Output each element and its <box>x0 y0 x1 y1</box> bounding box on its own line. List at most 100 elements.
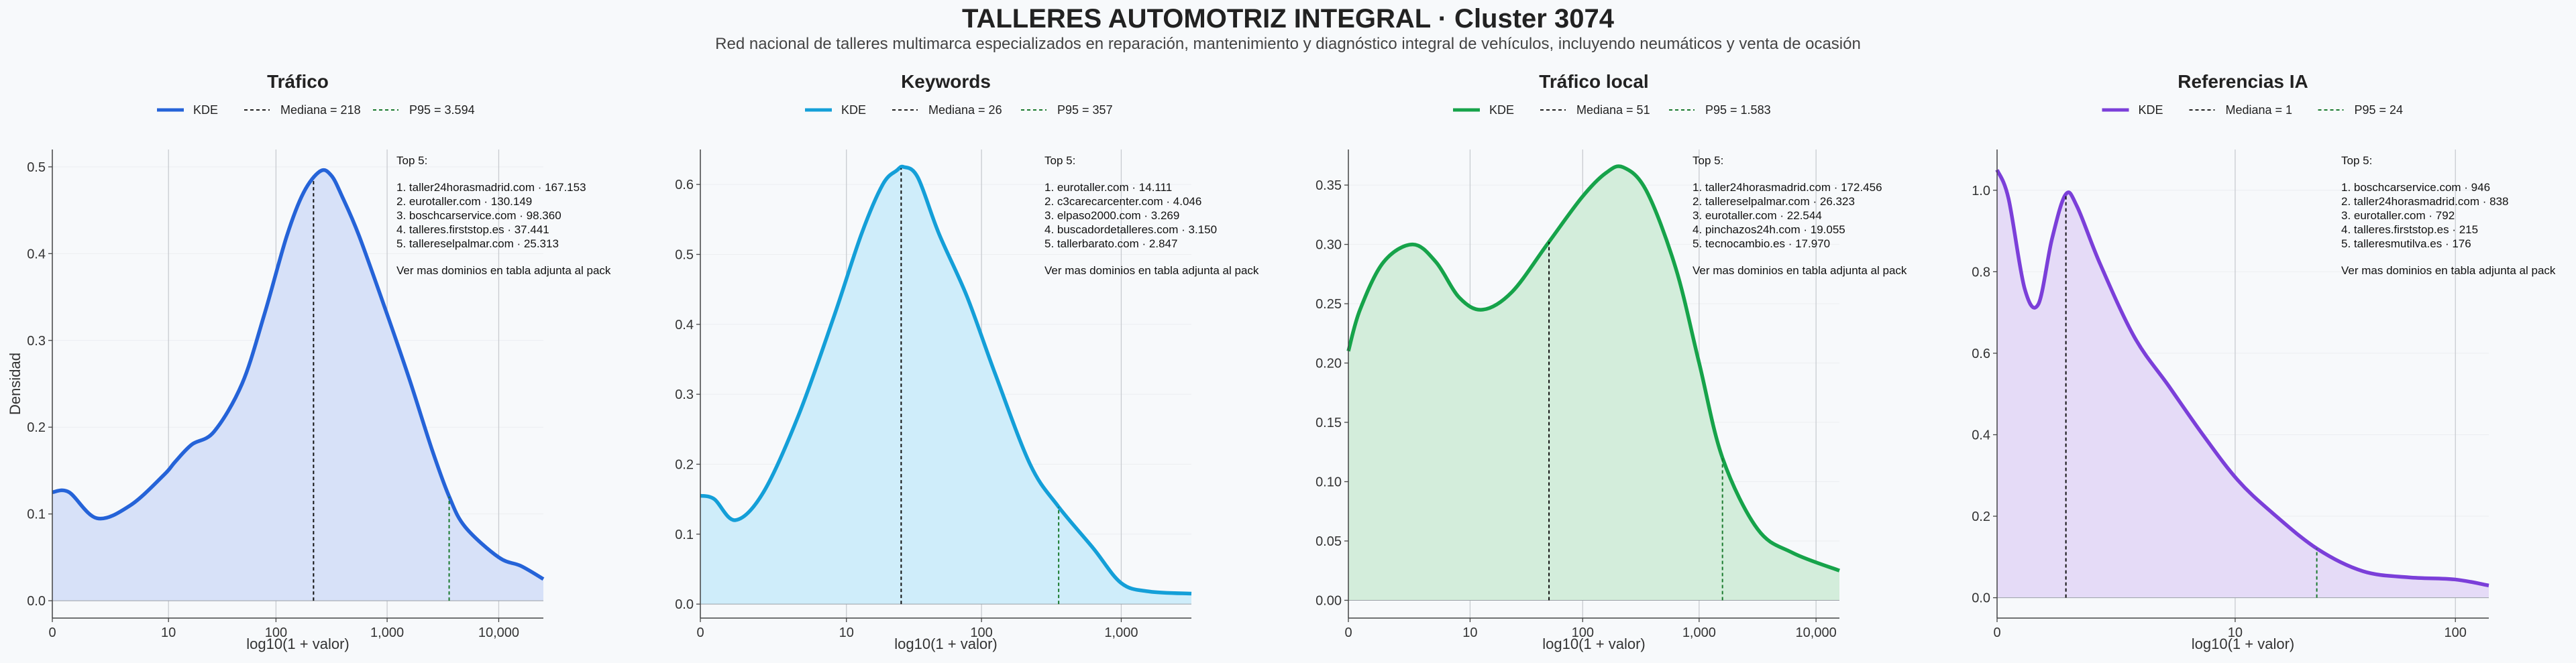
kde-line <box>52 168 545 581</box>
y-tick-label: 0.5 <box>27 160 46 175</box>
y-tick-label: 0.35 <box>1316 178 1342 193</box>
x-tick-label: 10 <box>161 625 176 640</box>
top5-item: 2. eurotaller.com · 130.149 <box>396 195 532 208</box>
x-tick-label: 0 <box>696 625 704 640</box>
y-tick-label: 0.2 <box>27 420 46 435</box>
x-tick-label: 10,000 <box>1796 625 1837 640</box>
legend-p95-label: P95 = 357 <box>1057 103 1113 117</box>
top5-note: Ver mas dominios en tabla adjunta al pac… <box>1044 264 1259 277</box>
top5-item: 2. tallereselpalmar.com · 26.323 <box>1693 195 1855 208</box>
top5-item: 2. c3carecarcenter.com · 4.046 <box>1044 195 1201 208</box>
panel-title: Tráfico local <box>1539 71 1648 92</box>
x-tick-label: 1,000 <box>1682 625 1716 640</box>
y-tick-label: 0.6 <box>675 178 694 192</box>
y-tick-label: 0.4 <box>675 318 694 333</box>
top5-item: 5. tallereselpalmar.com · 25.313 <box>396 237 559 250</box>
y-tick-label: 0.25 <box>1316 297 1342 312</box>
top5-item: 5. tecnocambio.es · 17.970 <box>1693 237 1830 250</box>
chart-panel-2: Keywords KDE Mediana = 26 P95 = 357 0.0 0.1 0.… <box>675 71 1259 652</box>
x-axis-label: log10(1 + valor) <box>894 636 997 652</box>
x-axis-label: log10(1 + valor) <box>2192 636 2294 652</box>
y-tick-label: 0.0 <box>1972 591 1990 606</box>
top5-note: Ver mas dominios en tabla adjunta al pac… <box>396 264 611 277</box>
chart-panel-3: Tráfico local KDE Mediana = 51 P95 = 1.583 0… <box>1316 71 1907 652</box>
chart-panel-1: Tráfico KDE Mediana = 218 P95 = 3.594 0.0 0.1… <box>7 71 611 652</box>
x-tick-label: 1,000 <box>370 625 404 640</box>
legend-kde-label: KDE <box>2139 103 2163 117</box>
x-tick-label: 100 <box>2445 625 2467 640</box>
y-tick-label: 0.3 <box>675 387 694 402</box>
page-title: TALLERES AUTOMOTRIZ INTEGRAL · Cluster 3… <box>962 4 1614 34</box>
kde-line <box>1995 169 2489 588</box>
legend-median-label: Mediana = 218 <box>280 103 361 117</box>
x-tick-label: 0 <box>1344 625 1352 640</box>
legend-kde-label: KDE <box>193 103 218 117</box>
kde-line <box>700 164 1192 596</box>
top5-item: 4. talleres.firststop.es · 215 <box>2341 223 2478 236</box>
legend-median-label: Mediana = 26 <box>928 103 1002 117</box>
y-tick-label: 0.1 <box>675 528 694 542</box>
top5-item: 2. taller24horasmadrid.com · 838 <box>2341 195 2508 208</box>
legend-p95-label: P95 = 3.594 <box>409 103 475 117</box>
x-tick-label: 1,000 <box>1104 625 1138 640</box>
kde-area-fill <box>1997 170 2489 598</box>
y-tick-label: 0.2 <box>1972 509 1990 524</box>
top5-item: 1. eurotaller.com · 14.111 <box>1044 181 1172 194</box>
y-tick-label: 0.6 <box>1972 347 1990 361</box>
y-tick-label: 0.4 <box>1972 428 1990 442</box>
y-tick-label: 0.1 <box>27 507 46 522</box>
y-tick-label: 0.0 <box>27 594 46 609</box>
top5-item: 3. eurotaller.com · 22.544 <box>1693 209 1822 222</box>
x-axis-label: log10(1 + valor) <box>1542 636 1645 652</box>
top5-item: 4. pinchazos24h.com · 19.055 <box>1693 223 1845 236</box>
page-subtitle: Red nacional de talleres multimarca espe… <box>715 35 1861 53</box>
top5-item: 3. boschcarservice.com · 98.360 <box>396 209 561 222</box>
y-tick-label: 0.05 <box>1316 534 1342 549</box>
x-tick-label: 10 <box>2228 625 2243 640</box>
x-axis-label: log10(1 + valor) <box>246 636 349 652</box>
y-tick-label: 0.10 <box>1316 475 1342 489</box>
top5-heading: Top 5: <box>2341 154 2372 167</box>
legend-p95-label: P95 = 1.583 <box>1705 103 1771 117</box>
top5-note: Ver mas dominios en tabla adjunta al pac… <box>2341 264 2556 277</box>
legend-kde-label: KDE <box>841 103 866 117</box>
top5-item: 1. boschcarservice.com · 946 <box>2341 181 2490 194</box>
top5-note: Ver mas dominios en tabla adjunta al pac… <box>1693 264 1907 277</box>
legend-p95-label: P95 = 24 <box>2355 103 2404 117</box>
y-tick-label: 0.20 <box>1316 357 1342 371</box>
top5-item: 1. taller24horasmadrid.com · 172.456 <box>1693 181 1882 194</box>
x-tick-label: 0 <box>48 625 56 640</box>
x-tick-label: 100 <box>970 625 992 640</box>
legend-median-label: Mediana = 1 <box>2226 103 2293 117</box>
y-tick-label: 0.0 <box>675 597 694 612</box>
top5-item: 1. taller24horasmadrid.com · 167.153 <box>396 181 586 194</box>
kde-area-fill <box>52 170 543 601</box>
kde-line <box>1346 164 1840 572</box>
y-tick-label: 0.00 <box>1316 593 1342 608</box>
y-axis-label: Densidad <box>7 353 23 415</box>
y-tick-label: 0.4 <box>27 247 46 261</box>
x-tick-label: 100 <box>265 625 287 640</box>
x-tick-label: 10 <box>1462 625 1477 640</box>
y-tick-label: 0.15 <box>1316 416 1342 430</box>
panel-title: Keywords <box>901 71 991 92</box>
kde-area-fill <box>700 166 1191 605</box>
y-tick-label: 0.2 <box>675 457 694 472</box>
y-tick-label: 0.30 <box>1316 238 1342 253</box>
y-tick-label: 0.8 <box>1972 265 1990 280</box>
chart-panel-4: Referencias IA KDE Mediana = 1 P95 = 24 0.0 0… <box>1972 71 2556 652</box>
x-tick-label: 100 <box>1572 625 1594 640</box>
y-tick-label: 0.5 <box>675 247 694 262</box>
top5-item: 4. buscadordetalleres.com · 3.150 <box>1044 223 1217 236</box>
y-tick-label: 1.0 <box>1972 184 1990 198</box>
top5-heading: Top 5: <box>396 154 427 167</box>
top5-item: 5. talleresmutilva.es · 176 <box>2341 237 2471 250</box>
x-tick-label: 10,000 <box>478 625 519 640</box>
top5-item: 5. tallerbarato.com · 2.847 <box>1044 237 1177 250</box>
x-tick-label: 10 <box>839 625 854 640</box>
y-tick-label: 0.3 <box>27 334 46 349</box>
top5-item: 3. eurotaller.com · 792 <box>2341 209 2455 222</box>
top5-item: 4. talleres.firststop.es · 37.441 <box>396 223 549 236</box>
top5-heading: Top 5: <box>1693 154 1723 167</box>
